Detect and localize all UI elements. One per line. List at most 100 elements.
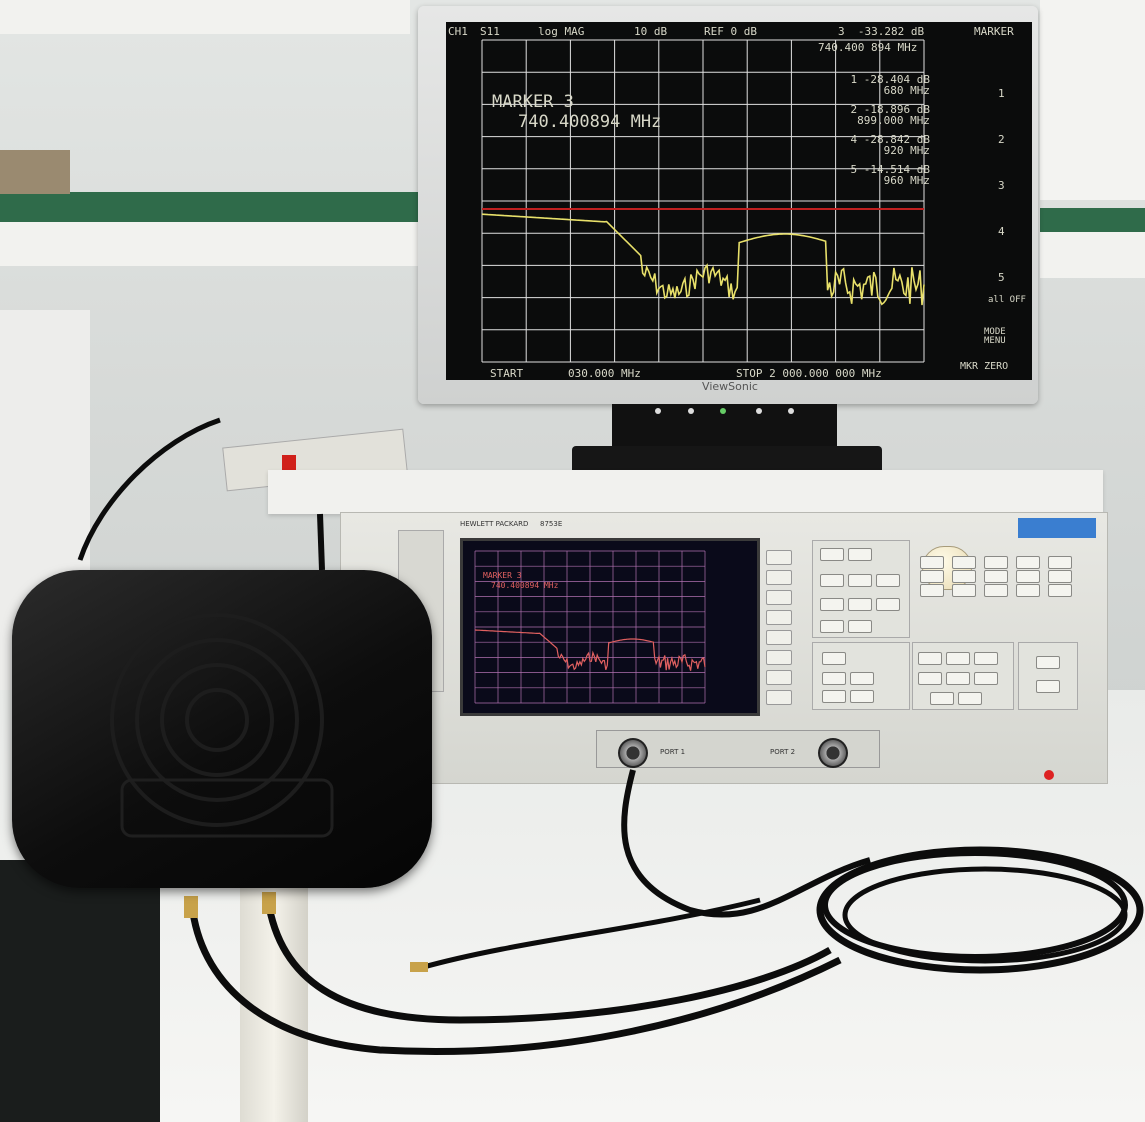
analyzer-softkey[interactable] (766, 570, 792, 585)
softkey-1: 1 (998, 87, 1005, 100)
analyzer-key[interactable] (848, 598, 872, 611)
keypad-key[interactable] (1016, 584, 1040, 597)
analyzer-key[interactable] (850, 672, 874, 685)
analyzer-key[interactable] (1036, 680, 1060, 693)
analyzer-probe-panel (1018, 642, 1078, 710)
antenna-cable-2 (264, 899, 832, 1024)
softkey-mkr-zero: MKR ZERO (960, 361, 1009, 372)
monitor-screen: CH1 S11 log MAG 10 dB REF 0 dB 3 -33.282… (446, 22, 1032, 380)
monitor-button[interactable] (788, 408, 794, 414)
analyzer-key[interactable] (820, 598, 844, 611)
analyzer-key[interactable] (820, 574, 844, 587)
softkey-column: MARKER 1 2 3 4 5 all OFF MODE MENU MKR Z… (958, 26, 1030, 376)
analyzer-key[interactable] (958, 692, 982, 705)
analyzer-key[interactable] (822, 652, 846, 665)
analyzer-key[interactable] (820, 548, 844, 561)
softkey-5: 5 (998, 271, 1005, 284)
keypad-key[interactable] (952, 584, 976, 597)
header-ref: REF 0 dB (704, 25, 757, 38)
monitor-button[interactable] (688, 408, 694, 414)
header-param: S11 (480, 25, 500, 38)
keypad-key[interactable] (1048, 570, 1072, 583)
softkey-2: 2 (998, 133, 1005, 146)
keypad-key[interactable] (952, 570, 976, 583)
keypad-key[interactable] (920, 556, 944, 569)
port-2-connector[interactable] (818, 738, 848, 768)
analyzer-key[interactable] (974, 652, 998, 665)
paper-on-wall (1040, 0, 1145, 200)
analyzer-marker-freq: 740.400894 MHz (491, 581, 559, 590)
keypad-key[interactable] (1048, 584, 1072, 597)
analyzer-key[interactable] (876, 598, 900, 611)
rfid-antenna (12, 570, 432, 888)
analyzer-grid (474, 550, 706, 704)
keypad-key[interactable] (952, 556, 976, 569)
analyzer-key[interactable] (848, 620, 872, 633)
monitor-brand: ViewSonic (702, 380, 758, 393)
analyzer-key[interactable] (822, 672, 846, 685)
analyzer-key[interactable] (930, 692, 954, 705)
keypad-key[interactable] (984, 584, 1008, 597)
keypad-key[interactable] (920, 584, 944, 597)
keypad-key[interactable] (1016, 556, 1040, 569)
analyzer-key[interactable] (848, 574, 872, 587)
keypad-key[interactable] (984, 556, 1008, 569)
monitor-button[interactable] (756, 408, 762, 414)
power-indicator (1044, 770, 1054, 780)
coiled-cable (822, 850, 1128, 960)
analyzer-cable (317, 513, 325, 571)
analyzer-screen: MARKER 3 740.400894 MHz (460, 538, 760, 716)
sma-cable (419, 897, 761, 971)
analyzer-key[interactable] (918, 672, 942, 685)
analyzer-trace (474, 629, 706, 671)
marker-2-freq: 899.000 MHz (857, 114, 930, 127)
analyzer-plot (474, 550, 706, 704)
analyzer-softkey[interactable] (766, 590, 792, 605)
analyzer-softkey[interactable] (766, 650, 792, 665)
header-channel: CH1 (448, 25, 468, 38)
analyzer-key[interactable] (974, 672, 998, 685)
monitor-power-led (720, 408, 726, 414)
analyzer-softkey[interactable] (766, 610, 792, 625)
port2-label: PORT 2 (770, 748, 796, 756)
analyzer-key[interactable] (820, 620, 844, 633)
stop-value: STOP 2 000.000 000 MHz (736, 367, 882, 380)
numeric-keypad (920, 556, 1090, 636)
analyzer-key[interactable] (848, 548, 872, 561)
coiled-cable (816, 846, 1144, 974)
antenna-logo (110, 613, 334, 838)
marker-5-freq: 960 MHz (883, 174, 930, 187)
analyzer-key[interactable] (822, 690, 846, 703)
analyzer-softkey[interactable] (766, 550, 792, 565)
analyzer-key[interactable] (850, 690, 874, 703)
port-1-connector[interactable] (618, 738, 648, 768)
keypad-key[interactable] (984, 570, 1008, 583)
s11-trace (481, 213, 925, 306)
analyzer-softkey[interactable] (766, 670, 792, 685)
analyzer-key[interactable] (918, 652, 942, 665)
sma-connector-loose (410, 962, 428, 972)
green-shelf-right (1040, 208, 1145, 232)
keypad-key[interactable] (920, 570, 944, 583)
marker-1-freq: 680 MHz (883, 84, 930, 97)
analyzer-key[interactable] (946, 672, 970, 685)
power-cable (77, 417, 221, 561)
foam-pad (268, 470, 1103, 514)
analyzer-key[interactable] (946, 652, 970, 665)
monitor-button[interactable] (655, 408, 661, 414)
bench-dark-area (0, 860, 160, 1122)
shelf-board-left (0, 222, 420, 266)
analyzer-key[interactable] (1036, 656, 1060, 669)
analyzer-key[interactable] (876, 574, 900, 587)
marker-title: MARKER 3 (492, 92, 574, 112)
antenna-cable-1 (188, 904, 842, 1056)
start-value: 030.000 MHz (568, 367, 641, 380)
keypad-key[interactable] (1016, 570, 1040, 583)
upper-shelf (0, 0, 410, 34)
marker-4-freq: 920 MHz (883, 144, 930, 157)
analyzer-softkey[interactable] (766, 690, 792, 705)
analyzer-softkey[interactable] (766, 630, 792, 645)
marker-2-value: 2 -18.896 dB (850, 103, 930, 116)
keypad-key[interactable] (1048, 556, 1072, 569)
